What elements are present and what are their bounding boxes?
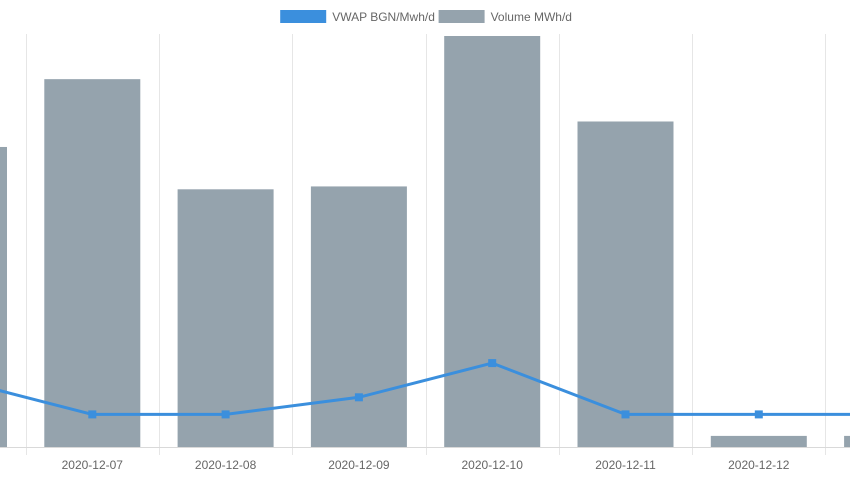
legend-item[interactable]: Volume MWh/d bbox=[438, 10, 572, 24]
vwap-point-2020-12-12 bbox=[754, 410, 763, 419]
legend-label: Volume MWh/d bbox=[491, 10, 572, 24]
x-tick-label: 2020-12-10 bbox=[462, 458, 524, 472]
grid-lines bbox=[0, 34, 850, 455]
x-tick-label: 2020-12-12 bbox=[728, 458, 790, 472]
legend: VWAP BGN/Mwh/d Volume MWh/d bbox=[280, 10, 572, 24]
volume-bar-2020-12-12 bbox=[710, 435, 807, 447]
x-tick-label: 2020-12-09 bbox=[328, 458, 390, 472]
volume-bar-2020-12-06 bbox=[0, 146, 7, 447]
vwap-point-2020-12-11 bbox=[621, 410, 630, 419]
legend-label: VWAP BGN/Mwh/d bbox=[332, 10, 435, 24]
vwap-point-2020-12-07 bbox=[88, 410, 97, 419]
vwap-line-path bbox=[0, 361, 850, 416]
x-tick-label: 2020-12-08 bbox=[195, 458, 257, 472]
vwap-point-2020-12-09 bbox=[354, 393, 363, 402]
vwap-point-2020-12-08 bbox=[221, 410, 230, 419]
x-axis: 2020-12-07 2020-12-08 2020-12-09 2020-12-10… bbox=[62, 458, 790, 472]
volume-bar-2020-12-08 bbox=[177, 189, 274, 448]
volume-bar-2020-12-09 bbox=[310, 186, 407, 447]
volume-bar-2020-12-13 bbox=[844, 435, 850, 447]
legend-swatch bbox=[280, 10, 327, 23]
volume-bar-2020-12-10 bbox=[444, 36, 541, 447]
vwap-point-2020-12-10 bbox=[488, 359, 497, 368]
x-tick-label: 2020-12-11 bbox=[595, 458, 656, 472]
volume-bar-2020-12-07 bbox=[44, 79, 141, 447]
volume-bar-2020-12-11 bbox=[577, 121, 674, 447]
legend-item[interactable]: VWAP BGN/Mwh/d bbox=[280, 10, 435, 24]
volume-bars bbox=[0, 36, 850, 448]
legend-swatch bbox=[438, 10, 485, 23]
vwap-line bbox=[0, 359, 850, 419]
x-tick-label: 2020-12-07 bbox=[62, 458, 124, 472]
